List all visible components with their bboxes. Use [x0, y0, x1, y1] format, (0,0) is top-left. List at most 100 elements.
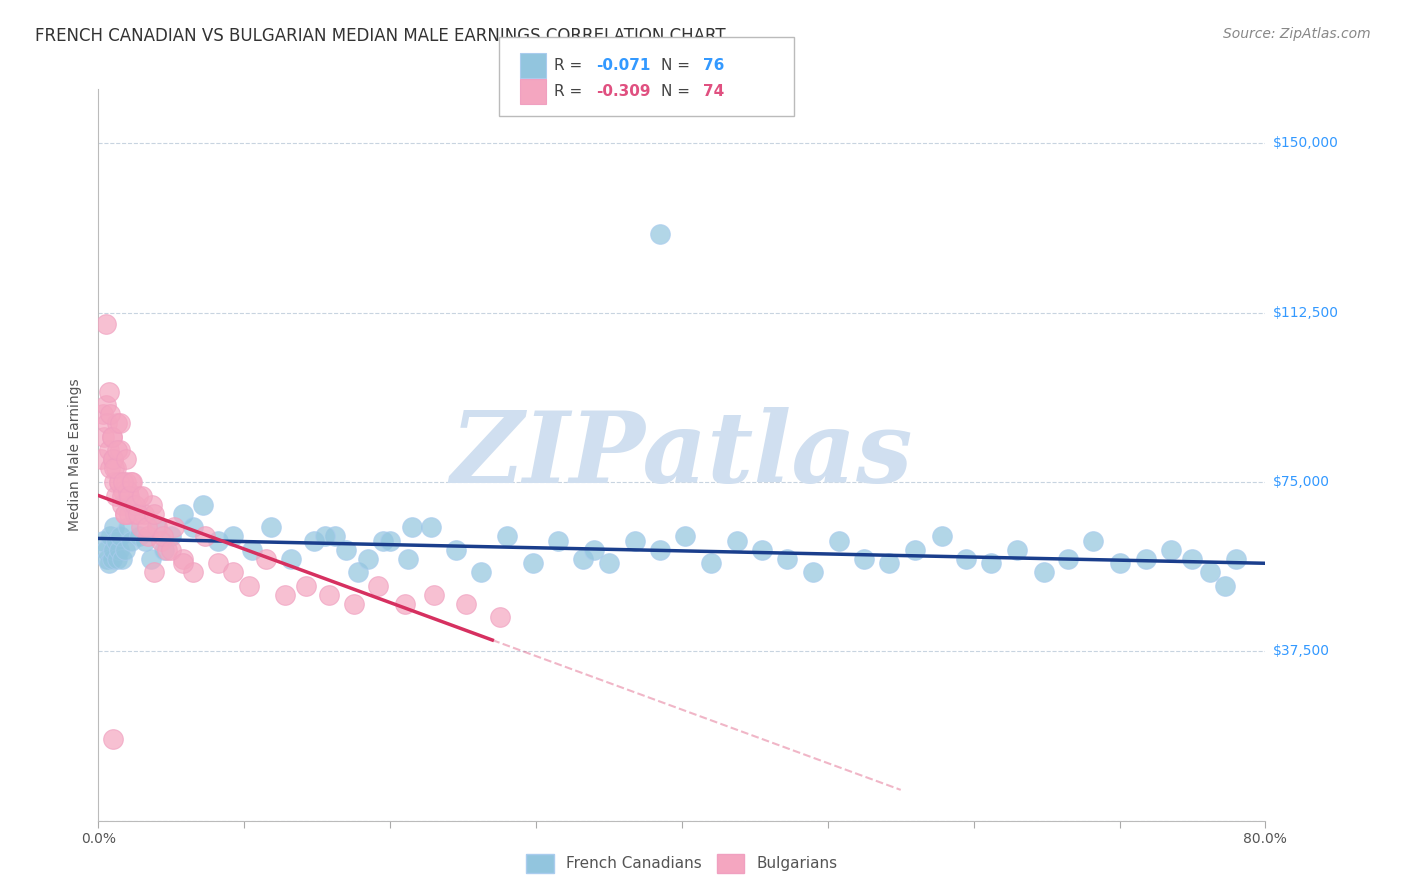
Text: Source: ZipAtlas.com: Source: ZipAtlas.com — [1223, 27, 1371, 41]
Point — [121, 498, 143, 512]
Point — [1083, 533, 1105, 548]
Point — [146, 520, 169, 534]
Point — [193, 498, 215, 512]
Point — [114, 542, 136, 557]
Point — [108, 475, 131, 489]
Point — [91, 533, 114, 548]
Point — [335, 542, 357, 557]
Point — [98, 461, 121, 475]
Point — [127, 489, 149, 503]
Point — [105, 551, 128, 566]
Text: $112,500: $112,500 — [1272, 306, 1339, 319]
Point — [221, 529, 243, 543]
Point — [98, 529, 121, 543]
Point — [139, 551, 162, 566]
Point — [172, 556, 194, 570]
Point — [181, 520, 204, 534]
Point — [100, 430, 122, 444]
Point — [112, 475, 135, 489]
Point — [108, 542, 131, 557]
Point — [583, 542, 606, 557]
Point — [221, 566, 243, 580]
Point — [103, 475, 125, 489]
Point — [101, 452, 124, 467]
Point — [120, 533, 142, 548]
Point — [91, 407, 114, 421]
Point — [111, 498, 134, 512]
Text: $150,000: $150,000 — [1272, 136, 1339, 151]
Point — [104, 533, 127, 548]
Point — [100, 430, 122, 444]
Point — [1057, 551, 1080, 566]
Point — [117, 520, 139, 534]
Point — [347, 566, 370, 580]
Text: 76: 76 — [703, 58, 724, 72]
Point — [1135, 551, 1157, 566]
Point — [904, 542, 927, 557]
Point — [571, 551, 593, 566]
Point — [401, 520, 423, 534]
Point — [323, 529, 346, 543]
Point — [118, 507, 141, 521]
Point — [172, 551, 194, 566]
Point — [118, 489, 141, 503]
Point — [1181, 551, 1204, 566]
Text: -0.309: -0.309 — [596, 85, 651, 99]
Point — [103, 461, 125, 475]
Point — [115, 475, 138, 489]
Point — [181, 566, 204, 580]
Point — [396, 551, 419, 566]
Point — [367, 579, 389, 593]
Point — [700, 556, 723, 570]
Point — [134, 533, 156, 548]
Point — [318, 588, 340, 602]
Point — [104, 489, 127, 503]
Point — [801, 566, 824, 580]
Point — [110, 529, 132, 543]
Point — [1199, 566, 1222, 580]
Point — [103, 520, 125, 534]
Point — [343, 597, 366, 611]
Point — [624, 533, 647, 548]
Point — [127, 507, 149, 521]
Point — [254, 551, 277, 566]
Point — [522, 556, 544, 570]
Point — [128, 529, 150, 543]
Point — [160, 529, 183, 543]
Point — [104, 461, 127, 475]
Point — [100, 551, 122, 566]
Point — [444, 542, 467, 557]
Point — [129, 520, 152, 534]
Point — [160, 542, 183, 557]
Point — [673, 529, 696, 543]
Point — [96, 417, 118, 431]
Point — [547, 533, 569, 548]
Text: ZIPatlas: ZIPatlas — [451, 407, 912, 503]
Text: N =: N = — [661, 58, 695, 72]
Point — [470, 566, 492, 580]
Point — [101, 732, 124, 747]
Point — [110, 417, 132, 431]
Point — [124, 507, 146, 521]
Text: R =: R = — [554, 58, 588, 72]
Point — [98, 407, 121, 421]
Point — [124, 507, 146, 521]
Point — [110, 443, 132, 458]
Point — [454, 597, 477, 611]
Point — [357, 551, 380, 566]
Point — [304, 533, 326, 548]
Text: FRENCH CANADIAN VS BULGARIAN MEDIAN MALE EARNINGS CORRELATION CHART: FRENCH CANADIAN VS BULGARIAN MEDIAN MALE… — [35, 27, 725, 45]
Text: N =: N = — [661, 85, 695, 99]
Point — [131, 489, 153, 503]
Point — [751, 542, 773, 557]
Point — [1160, 542, 1182, 557]
Point — [111, 489, 134, 503]
Point — [152, 529, 174, 543]
Point — [163, 520, 186, 534]
Point — [94, 398, 117, 412]
Point — [1007, 542, 1029, 557]
Point — [371, 533, 394, 548]
Point — [423, 588, 446, 602]
Point — [1213, 579, 1236, 593]
Point — [420, 520, 443, 534]
